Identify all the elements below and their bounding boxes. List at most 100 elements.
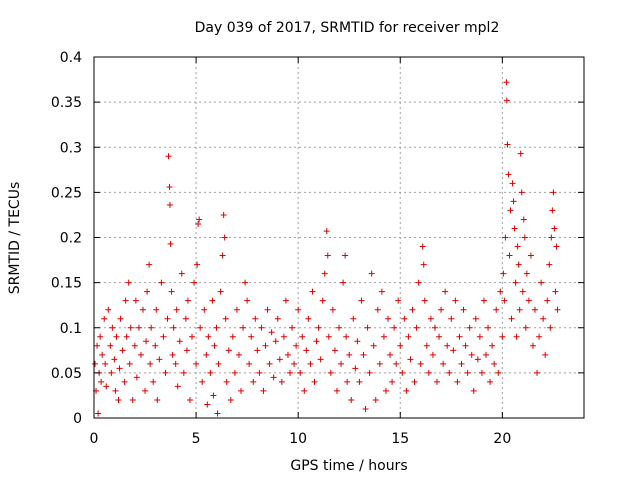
data-point	[102, 360, 109, 367]
data-point	[180, 369, 187, 376]
data-point	[372, 396, 379, 403]
data-point	[342, 252, 349, 259]
data-point	[464, 369, 471, 376]
data-point	[515, 261, 522, 268]
data-point	[462, 342, 469, 349]
data-point	[491, 360, 498, 367]
data-point	[446, 369, 453, 376]
axis-ticks: 0 0.05 0.1 0.15 0.2 0.25 0.3 0.35 0.4 0 5 10 15 20	[51, 50, 584, 447]
data-point	[518, 189, 525, 196]
data-point	[411, 378, 418, 385]
data-point	[133, 374, 140, 381]
data-point	[303, 347, 310, 354]
data-point	[519, 288, 526, 295]
data-point	[197, 324, 204, 331]
data-point	[505, 171, 512, 178]
data-point	[325, 333, 332, 340]
data-point	[142, 387, 149, 394]
data-point	[205, 333, 212, 340]
data-point	[125, 279, 132, 286]
y-tick-label: 0.3	[60, 140, 82, 156]
data-point	[280, 333, 287, 340]
data-point	[417, 360, 424, 367]
data-point	[307, 360, 314, 367]
data-point	[540, 315, 547, 322]
data-point	[131, 342, 138, 349]
data-point	[489, 342, 496, 349]
x-tick-label: 10	[289, 431, 307, 447]
data-point	[502, 234, 509, 241]
data-point	[246, 360, 253, 367]
data-point	[343, 333, 350, 340]
data-point	[222, 315, 229, 322]
data-point	[385, 315, 391, 322]
data-point	[144, 288, 151, 295]
data-point	[544, 297, 551, 304]
data-point	[227, 396, 234, 403]
data-point	[213, 324, 220, 331]
data-point	[476, 333, 483, 340]
data-point	[156, 356, 163, 363]
data-point	[380, 333, 387, 340]
data-point	[248, 333, 255, 340]
data-point	[111, 356, 118, 363]
data-point	[238, 387, 244, 394]
data-point	[152, 342, 159, 349]
data-point	[514, 243, 521, 250]
data-point	[395, 297, 402, 304]
data-point	[323, 228, 330, 235]
data-point	[117, 315, 124, 322]
data-point	[207, 369, 214, 376]
data-point	[305, 315, 312, 322]
data-point	[209, 297, 216, 304]
data-point	[123, 333, 130, 340]
data-point	[276, 356, 283, 363]
data-point	[536, 333, 543, 340]
data-point	[370, 342, 377, 349]
data-point	[147, 360, 154, 367]
data-point	[98, 378, 105, 385]
y-tick-label: 0.2	[60, 231, 82, 247]
data-point	[336, 324, 342, 331]
data-point	[442, 288, 449, 295]
data-point	[99, 351, 106, 358]
data-point	[420, 261, 427, 268]
data-point	[458, 360, 465, 367]
data-point	[186, 396, 193, 403]
data-point	[184, 297, 191, 304]
data-point	[409, 306, 416, 313]
data-point	[382, 387, 389, 394]
data-point	[215, 360, 222, 367]
data-point	[270, 374, 277, 381]
data-point	[338, 360, 345, 367]
x-axis-label: GPS time / hours	[290, 458, 407, 474]
data-point	[399, 369, 406, 376]
data-point	[301, 387, 308, 394]
data-point	[260, 387, 267, 394]
data-point	[364, 324, 371, 331]
data-point	[393, 360, 400, 367]
data-point	[517, 150, 524, 157]
data-point	[522, 324, 529, 331]
data-point	[550, 189, 557, 196]
data-point	[115, 396, 122, 403]
data-point	[165, 153, 172, 160]
data-point	[527, 252, 534, 259]
data-point	[233, 306, 240, 313]
data-point	[189, 333, 195, 340]
data-point	[176, 338, 183, 345]
data-point	[324, 252, 331, 259]
data-point	[166, 202, 173, 209]
data-point	[493, 306, 500, 313]
y-tick-label: 0.25	[51, 185, 82, 201]
data-point	[376, 360, 383, 367]
data-point	[529, 342, 536, 349]
x-tick-label: 20	[493, 431, 511, 447]
data-point	[154, 396, 161, 403]
data-point	[403, 387, 410, 394]
data-point	[103, 383, 110, 390]
data-point	[101, 315, 108, 322]
data-point	[532, 306, 538, 313]
data-point	[107, 342, 114, 349]
data-point	[148, 324, 155, 331]
